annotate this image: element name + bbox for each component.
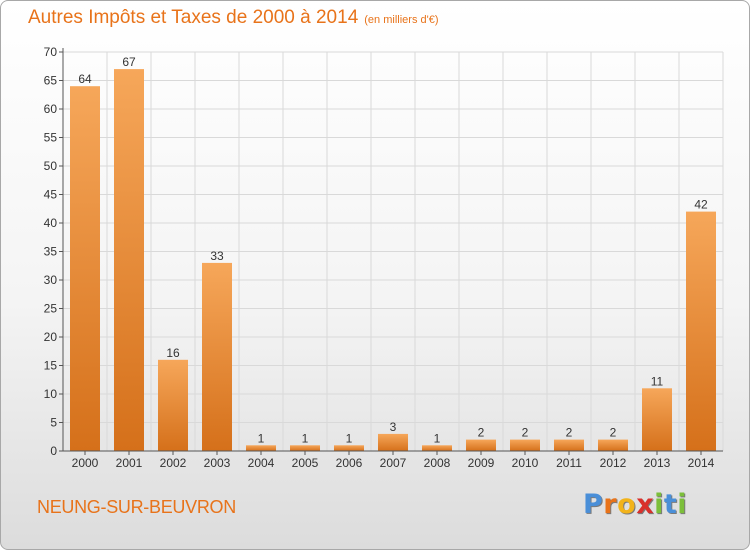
bar-2007	[378, 433, 408, 451]
logo-letter: P	[583, 489, 604, 520]
data-label: 16	[166, 346, 180, 360]
bar-2013	[642, 388, 672, 451]
bar-2004	[246, 445, 276, 451]
x-tick-label: 2014	[688, 456, 715, 470]
data-label: 2	[610, 426, 617, 440]
bar-2012	[598, 439, 628, 451]
y-tick-label: 50	[44, 159, 58, 173]
chart-title-text: Autres Impôts et Taxes de 2000 à 2014	[28, 7, 359, 28]
x-tick-label: 2009	[468, 456, 495, 470]
bar-2003	[202, 262, 232, 451]
data-label: 33	[210, 249, 224, 263]
y-tick-label: 5	[50, 416, 57, 430]
chart-title: Autres Impôts et Taxes de 2000 à 2014 (en…	[28, 7, 439, 29]
y-tick-label: 65	[44, 74, 58, 88]
x-tick-label: 2001	[116, 456, 143, 470]
bar-2000	[70, 86, 100, 451]
data-label: 3	[390, 420, 397, 434]
y-tick-label: 10	[44, 387, 58, 401]
x-tick-label: 2012	[600, 456, 627, 470]
bar-2002	[158, 359, 188, 451]
chart-subtitle: (en milliers d'€)	[364, 14, 439, 26]
logo-letter: o	[617, 489, 637, 520]
bar-2014	[686, 211, 716, 451]
data-label: 11	[651, 374, 664, 388]
x-tick-label: 2006	[336, 456, 363, 470]
y-tick-label: 40	[44, 216, 58, 230]
logo-letter: t	[663, 489, 678, 520]
data-label: 64	[78, 72, 92, 86]
data-label: 42	[694, 198, 708, 212]
x-tick-label: 2008	[424, 456, 451, 470]
data-label: 2	[522, 426, 529, 440]
y-tick-label: 35	[44, 245, 58, 259]
x-tick-label: 2003	[204, 456, 231, 470]
y-tick-label: 25	[44, 302, 58, 316]
x-tick-label: 2004	[248, 456, 275, 470]
x-tick-label: 2011	[556, 456, 582, 470]
y-tick-label: 15	[44, 359, 58, 373]
data-label: 1	[346, 431, 353, 445]
bar-2005	[290, 445, 320, 451]
x-tick-label: 2005	[292, 456, 319, 470]
logo-letter: i	[654, 489, 664, 520]
bar-2009	[466, 439, 496, 451]
proxiti-logo: Proxiti	[583, 489, 687, 520]
y-tick-label: 60	[44, 102, 58, 116]
logo-letter: r	[603, 489, 618, 520]
data-label: 2	[566, 426, 573, 440]
x-tick-label: 2000	[72, 456, 99, 470]
y-tick-label: 45	[44, 188, 58, 202]
axes	[59, 48, 723, 455]
data-label: 67	[122, 55, 136, 69]
x-tick-label: 2007	[380, 456, 407, 470]
data-label: 1	[258, 431, 265, 445]
y-tick-label: 0	[50, 444, 57, 458]
x-tick-label: 2002	[160, 456, 187, 470]
bars	[70, 69, 716, 451]
y-tick-label: 55	[44, 131, 58, 145]
commune-name: NEUNG-SUR-BEUVRON	[37, 497, 236, 517]
bar-2010	[510, 439, 540, 451]
y-tick-label: 20	[44, 330, 58, 344]
logo-letter: i	[677, 489, 688, 520]
labels: 0 5 10 15 20 25 30 35 40 45 50 55 60 65 70 2000 64 2001 67…	[44, 45, 715, 470]
data-label: 1	[302, 431, 309, 445]
data-label: 2	[478, 426, 485, 440]
x-tick-label: 2010	[512, 456, 539, 470]
bar-2011	[554, 439, 584, 451]
logo-letter: x	[636, 489, 655, 520]
bar-2001	[114, 69, 144, 451]
bar-2006	[334, 445, 364, 451]
y-tick-label: 70	[44, 45, 58, 59]
data-label: 1	[434, 431, 441, 445]
x-tick-label: 2013	[644, 456, 671, 470]
y-tick-label: 30	[44, 273, 58, 287]
bar-2008	[422, 445, 452, 451]
